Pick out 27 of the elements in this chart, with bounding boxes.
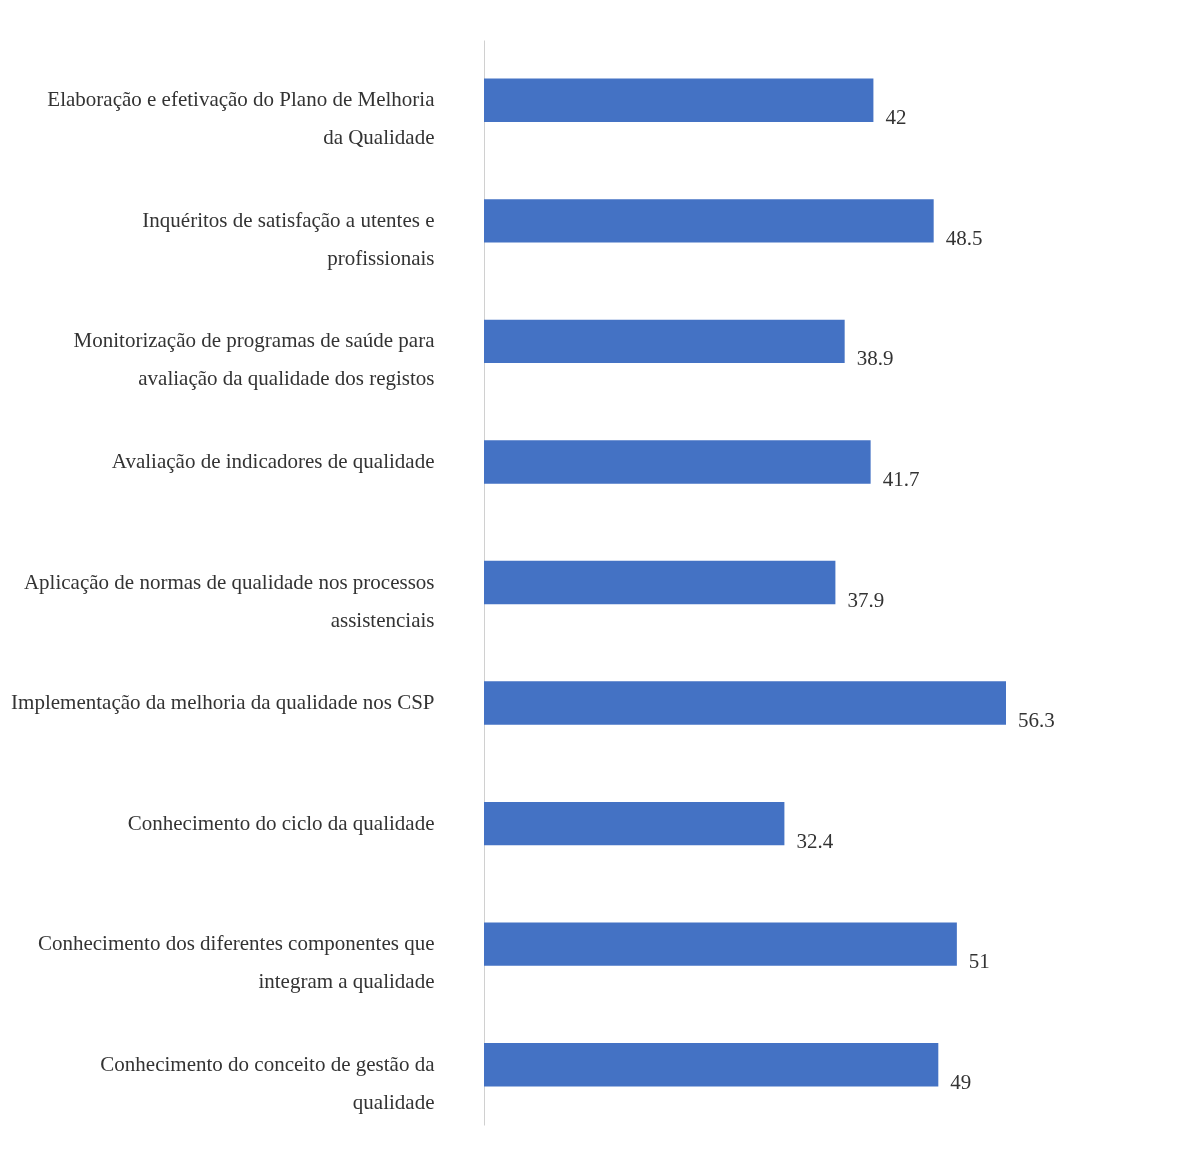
y-tick-label: Elaboração e efetivação do Plano de Melhoria da Qualidade xyxy=(47,87,436,150)
data-label: 32.4 xyxy=(796,828,834,853)
data-label: 37.9 xyxy=(847,587,885,612)
y-tick-label: Aplicação de normas de qualidade nos processos assistenciais xyxy=(23,569,435,632)
y-tick-label: Implementação da melhoria da qualidade nos CSP xyxy=(11,690,435,715)
bar xyxy=(484,681,1006,725)
data-label: 38.9 xyxy=(856,346,894,371)
bar xyxy=(484,1043,939,1087)
y-tick-label: Avaliação de indicadores de qualidade xyxy=(111,448,435,473)
y-tick-label: Inquéritos de satisfação a utentes e profissionais xyxy=(142,207,435,270)
y-tick-label: Conhecimento dos diferentes componentes que integram a qualidade xyxy=(37,931,435,994)
data-label: 48.5 xyxy=(945,225,983,250)
data-label: 51 xyxy=(968,949,990,974)
data-label: 56.3 xyxy=(1018,708,1055,733)
bar xyxy=(484,78,874,122)
bar xyxy=(484,440,871,484)
bar xyxy=(484,319,845,364)
bar xyxy=(484,199,934,243)
y-tick-label: Conhecimento do conceito de gestão da qualidade xyxy=(100,1051,436,1114)
bar xyxy=(484,922,957,966)
data-label: 49 xyxy=(950,1069,972,1094)
data-label: 41.7 xyxy=(882,466,920,491)
bar xyxy=(484,801,785,846)
y-tick-label: Monitorização de programas de saúde para avaliação da qualidade dos registos xyxy=(73,328,436,391)
y-tick-label: Conhecimento do ciclo da qualidade xyxy=(127,810,435,835)
bar xyxy=(484,560,836,605)
data-label: 42 xyxy=(885,105,907,130)
